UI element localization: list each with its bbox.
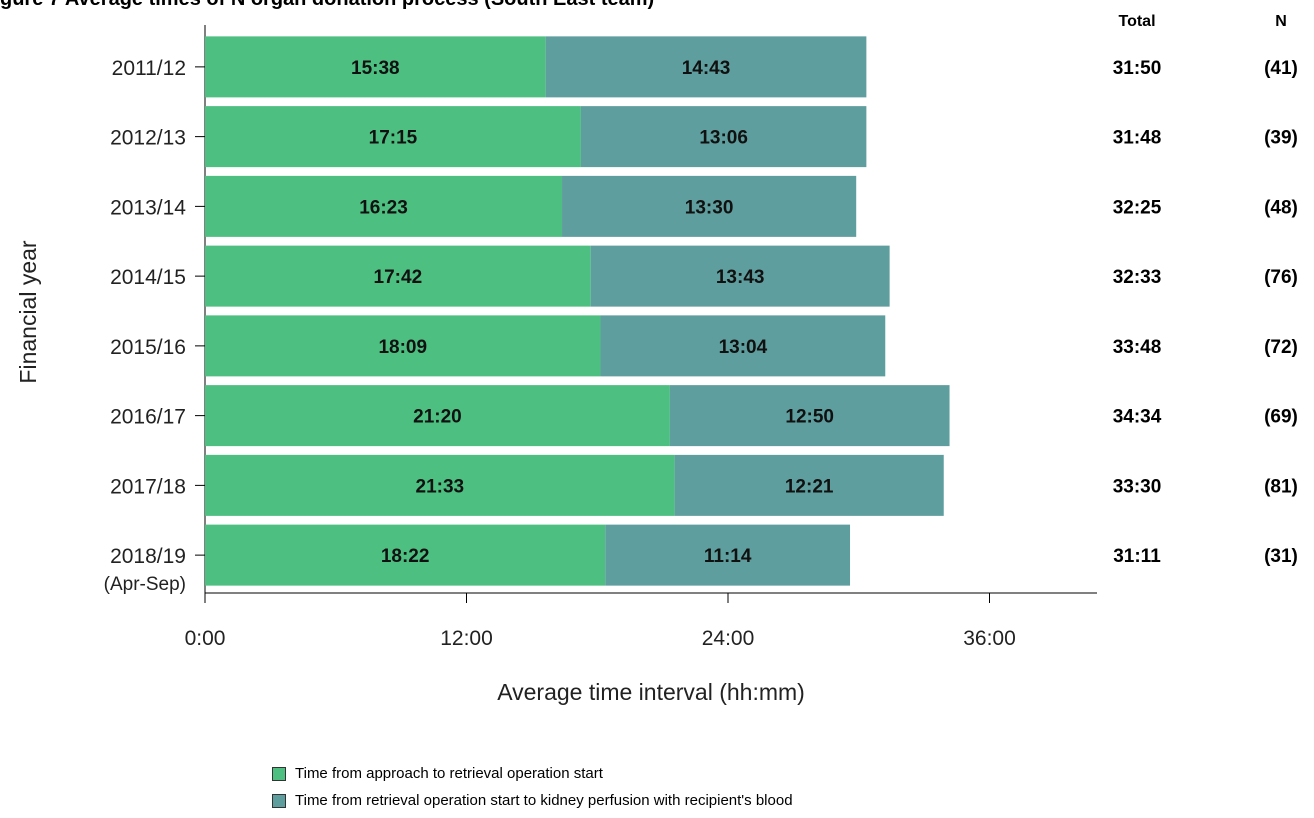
n-value: (48) <box>1264 197 1298 218</box>
y-tick-label: 2015/16 <box>110 336 186 359</box>
bar-data-label: 17:42 <box>374 267 423 288</box>
bar-data-label: 21:20 <box>413 407 462 428</box>
x-axis-label: Average time interval (hh:mm) <box>497 679 805 705</box>
legend-swatch-approach <box>272 766 286 781</box>
bar-data-label: 12:50 <box>785 407 834 428</box>
y-tick-label: 2017/18 <box>110 475 186 498</box>
bar-data-label: 18:09 <box>378 337 427 358</box>
bar-segment-operation <box>545 36 867 98</box>
bar-segment-operation <box>590 245 890 307</box>
bar-data-label: 21:33 <box>416 476 465 497</box>
n-value: (76) <box>1264 267 1298 288</box>
legend-label-operation: Time from retrieval operation start to k… <box>295 792 793 809</box>
y-tick-label: 2013/14 <box>110 196 186 219</box>
y-axis-label: Financial year <box>15 240 41 384</box>
bar-segment-operation <box>580 106 867 168</box>
legend-item-approach: Time from approach to retrieval operatio… <box>272 760 793 787</box>
legend-item-operation: Time from retrieval operation start to k… <box>272 787 793 814</box>
bar-data-label: 17:15 <box>369 128 418 149</box>
total-value: 33:30 <box>1113 476 1162 497</box>
total-value: 31:50 <box>1113 58 1162 79</box>
x-tick-label: 0:00 <box>185 627 226 650</box>
bar-segment-approach <box>205 245 591 307</box>
bar-data-label: 15:38 <box>351 58 400 79</box>
x-tick-label: 12:00 <box>440 627 493 650</box>
y-tick-label: 2011/12 <box>112 57 186 80</box>
y-tick-label: 2014/15 <box>110 266 186 289</box>
y-tick-label: 2012/13 <box>110 127 186 150</box>
bar-segment-approach <box>205 315 601 377</box>
bar-data-label: 16:23 <box>359 197 408 218</box>
bar-data-label: 13:43 <box>716 267 765 288</box>
y-tick-sublabel: (Apr-Sep) <box>104 574 186 595</box>
bar-segment-approach <box>205 454 675 516</box>
bar-data-label: 13:04 <box>719 337 768 358</box>
n-value: (41) <box>1264 58 1298 79</box>
n-column-header: N <box>1275 13 1287 30</box>
bar-segment-approach <box>205 524 606 586</box>
bar-segment-operation <box>605 524 851 586</box>
bar-segment-approach <box>205 106 581 168</box>
bar-data-label: 12:21 <box>785 476 834 497</box>
y-tick-label: 2018/19 <box>110 545 186 568</box>
x-tick-label: 36:00 <box>963 627 1016 650</box>
total-value: 31:11 <box>1113 546 1161 567</box>
bar-data-label: 13:06 <box>699 128 748 149</box>
legend-swatch-operation <box>272 793 286 808</box>
n-value: (69) <box>1264 407 1298 428</box>
total-value: 31:48 <box>1113 128 1162 149</box>
bar-segment-operation <box>669 385 950 447</box>
n-value: (72) <box>1264 337 1298 358</box>
bar-segment-operation <box>600 315 886 377</box>
chart-legend: Time from approach to retrieval operatio… <box>272 760 793 814</box>
bar-data-label: 18:22 <box>381 546 430 567</box>
x-tick-label: 24:00 <box>702 627 755 650</box>
bar-segment-approach <box>205 175 563 237</box>
bar-data-label: 13:30 <box>685 197 734 218</box>
total-value: 34:34 <box>1113 407 1162 428</box>
bar-segment-operation <box>562 175 857 237</box>
bar-segment-operation <box>674 454 944 516</box>
bar-data-label: 14:43 <box>682 58 731 79</box>
bar-segment-approach <box>205 385 670 447</box>
figure-title: gure 7 Average times of N organ donation… <box>0 0 654 11</box>
total-value: 32:33 <box>1113 267 1162 288</box>
n-value: (31) <box>1264 546 1298 567</box>
n-value: (39) <box>1264 128 1298 149</box>
bar-segment-approach <box>205 36 546 98</box>
y-tick-label: 2016/17 <box>110 406 186 429</box>
n-value: (81) <box>1264 476 1298 497</box>
bar-data-label: 11:14 <box>704 546 752 567</box>
legend-label-approach: Time from approach to retrieval operatio… <box>295 765 603 782</box>
total-value: 33:48 <box>1113 337 1162 358</box>
total-value: 32:25 <box>1113 197 1162 218</box>
total-column-header: Total <box>1118 13 1155 30</box>
